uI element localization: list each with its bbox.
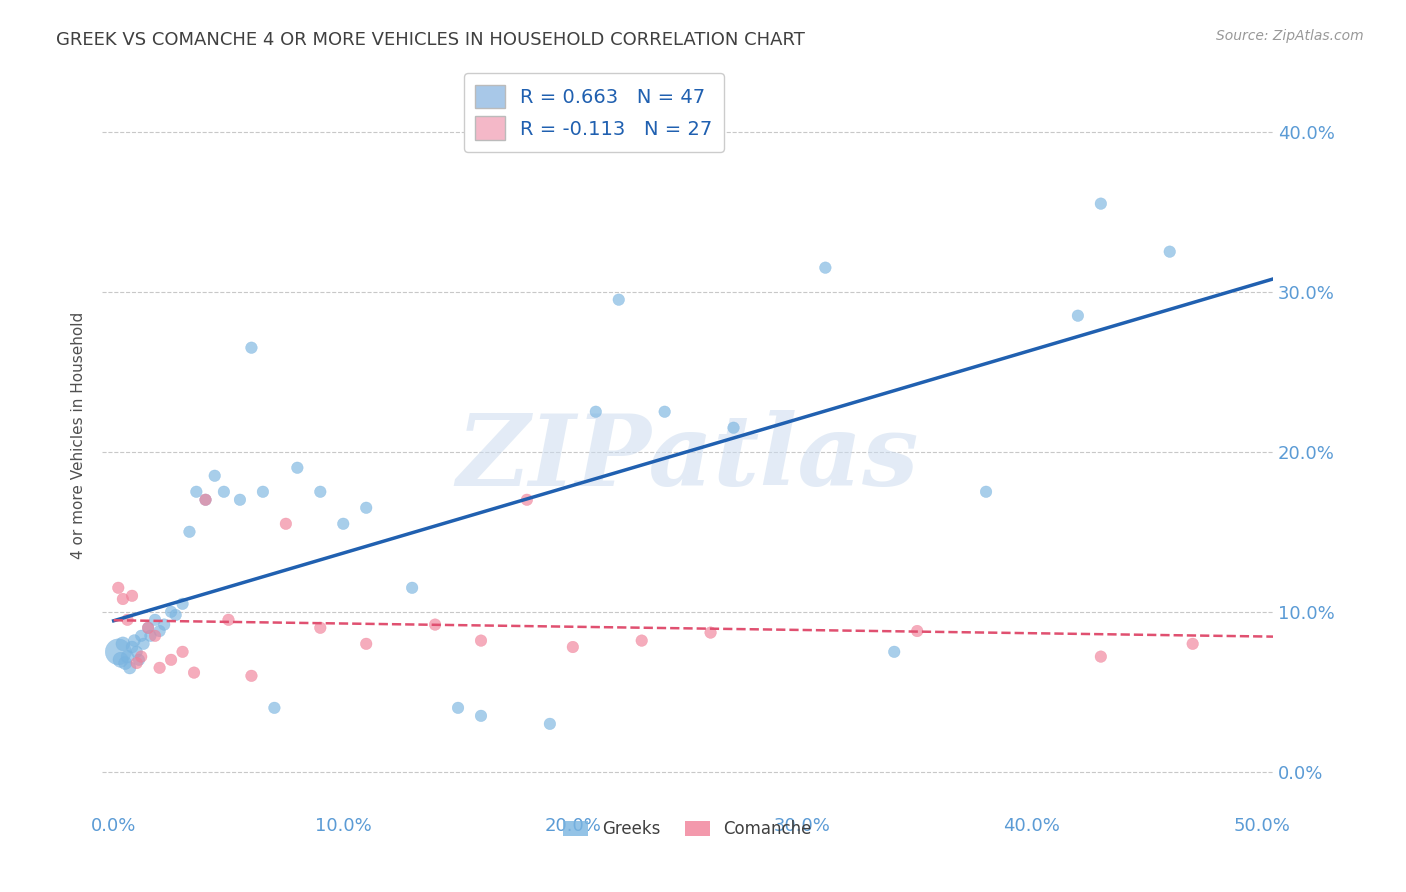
Point: [285, 460, 308, 475]
Point: [153, 617, 176, 632]
Point: [309, 484, 332, 499]
Point: [212, 484, 235, 499]
Point: [149, 624, 172, 638]
Point: [160, 605, 183, 619]
Point: [447, 701, 470, 715]
Point: [218, 613, 240, 627]
Point: [132, 637, 155, 651]
Point: [252, 484, 274, 499]
Point: [1067, 309, 1090, 323]
Point: [654, 405, 676, 419]
Point: [194, 492, 217, 507]
Point: [229, 492, 252, 507]
Point: [110, 653, 132, 667]
Point: [723, 421, 745, 435]
Point: [561, 640, 583, 654]
Point: [607, 293, 630, 307]
Point: [111, 592, 134, 607]
Point: [121, 589, 143, 603]
Point: [136, 621, 159, 635]
Point: [125, 645, 148, 659]
Point: [309, 621, 332, 635]
Point: [117, 649, 139, 664]
Point: [129, 649, 152, 664]
Point: [149, 661, 172, 675]
Point: [124, 633, 146, 648]
Point: [585, 405, 607, 419]
Point: [143, 629, 166, 643]
Point: [974, 484, 997, 499]
Point: [172, 645, 194, 659]
Point: [699, 625, 721, 640]
Point: [274, 516, 297, 531]
Point: [128, 653, 150, 667]
Point: [204, 468, 226, 483]
Point: [538, 716, 561, 731]
Point: [111, 637, 134, 651]
Point: [183, 665, 205, 680]
Point: [125, 656, 148, 670]
Point: [186, 484, 208, 499]
Point: [905, 624, 928, 638]
Point: [118, 661, 141, 675]
Point: [160, 653, 183, 667]
Point: [129, 629, 152, 643]
Point: [516, 492, 538, 507]
Point: [107, 581, 129, 595]
Point: [194, 492, 217, 507]
Point: [117, 613, 139, 627]
Text: ZIPatlas: ZIPatlas: [457, 410, 918, 507]
Point: [1090, 196, 1112, 211]
Point: [354, 637, 377, 651]
Y-axis label: 4 or more Vehicles in Household: 4 or more Vehicles in Household: [72, 312, 86, 559]
Point: [107, 645, 129, 659]
Point: [143, 613, 166, 627]
Point: [121, 640, 143, 654]
Legend: Greeks, Comanche: Greeks, Comanche: [557, 814, 818, 845]
Point: [139, 629, 162, 643]
Text: GREEK VS COMANCHE 4 OR MORE VEHICLES IN HOUSEHOLD CORRELATION CHART: GREEK VS COMANCHE 4 OR MORE VEHICLES IN …: [56, 31, 806, 49]
Point: [630, 633, 652, 648]
Point: [401, 581, 423, 595]
Point: [332, 516, 354, 531]
Point: [136, 621, 159, 635]
Point: [470, 709, 492, 723]
Point: [354, 500, 377, 515]
Point: [114, 656, 136, 670]
Point: [179, 524, 201, 539]
Point: [1159, 244, 1181, 259]
Point: [165, 607, 187, 622]
Point: [423, 617, 446, 632]
Point: [1181, 637, 1204, 651]
Point: [1090, 649, 1112, 664]
Point: [470, 633, 492, 648]
Point: [814, 260, 837, 275]
Point: [172, 597, 194, 611]
Point: [883, 645, 905, 659]
Point: [263, 701, 285, 715]
Text: Source: ZipAtlas.com: Source: ZipAtlas.com: [1216, 29, 1364, 43]
Point: [240, 669, 263, 683]
Point: [240, 341, 263, 355]
